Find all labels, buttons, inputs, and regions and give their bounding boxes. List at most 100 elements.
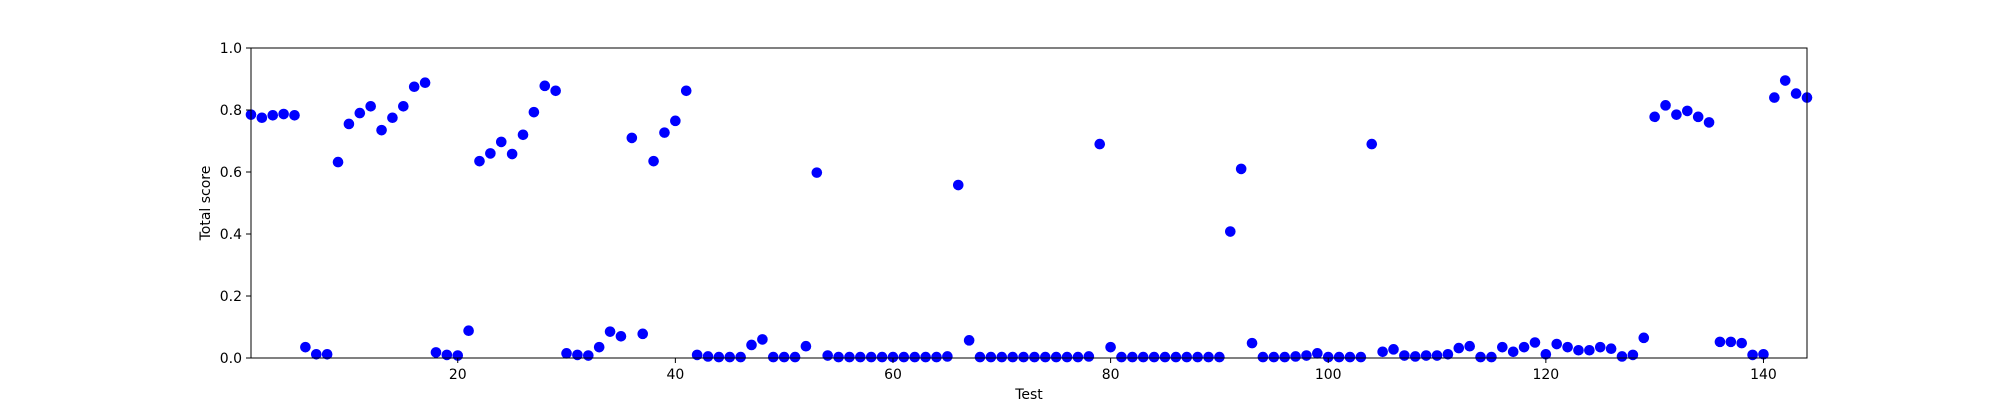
data-point	[408, 81, 420, 93]
data-point	[1214, 351, 1225, 363]
data-point	[767, 351, 779, 363]
data-point	[757, 334, 768, 345]
data-point	[1529, 337, 1541, 348]
data-point	[648, 155, 659, 167]
data-point	[463, 325, 474, 337]
x-tick-label: 60	[884, 367, 902, 383]
data-point	[1518, 341, 1530, 353]
data-point	[289, 109, 300, 121]
data-point	[278, 108, 289, 120]
y-axis-label: Total score	[198, 166, 214, 242]
data-point	[876, 351, 888, 363]
data-point	[495, 136, 507, 148]
data-point	[1061, 351, 1073, 363]
data-point	[1627, 349, 1639, 361]
data-point	[1366, 138, 1378, 150]
data-point	[615, 331, 627, 342]
y-tick-label: 1.0	[220, 41, 242, 57]
data-point	[1605, 343, 1617, 355]
data-point	[1116, 351, 1127, 363]
data-point	[942, 351, 953, 362]
data-point	[1409, 351, 1421, 362]
data-point	[474, 155, 485, 167]
data-point	[887, 351, 899, 363]
data-point	[724, 351, 736, 363]
data-point	[398, 100, 409, 112]
data-point	[1159, 351, 1171, 363]
data-point	[1344, 351, 1356, 363]
data-point	[267, 109, 279, 121]
data-point	[1758, 348, 1769, 360]
data-point	[354, 107, 366, 119]
data-point	[1268, 351, 1280, 363]
data-point	[256, 112, 268, 124]
data-point	[909, 351, 921, 363]
data-point	[1616, 351, 1628, 362]
data-point	[343, 118, 355, 130]
data-point	[637, 328, 649, 340]
data-point	[1050, 351, 1062, 363]
data-point	[365, 100, 376, 112]
data-point	[865, 351, 877, 363]
y-tick-label: 0.6	[220, 165, 242, 181]
data-point	[1725, 336, 1737, 348]
data-point	[539, 80, 551, 92]
data-point	[1040, 351, 1051, 363]
data-point	[1355, 351, 1367, 363]
x-tick-label: 140	[1750, 367, 1777, 383]
data-point	[485, 148, 496, 159]
data-point	[1497, 341, 1508, 353]
data-point	[1660, 100, 1671, 111]
data-point	[702, 351, 714, 362]
data-point	[1638, 332, 1650, 344]
x-tick-label: 120	[1532, 367, 1559, 383]
data-point	[1257, 351, 1269, 363]
data-point	[321, 348, 333, 360]
data-point	[1399, 350, 1410, 361]
data-point	[713, 351, 725, 363]
data-point	[1137, 351, 1149, 363]
data-point	[1736, 337, 1748, 349]
data-point	[800, 340, 812, 352]
data-point	[300, 341, 311, 353]
data-point	[931, 351, 942, 363]
data-point	[1747, 349, 1758, 361]
x-tick-label: 40	[666, 367, 684, 383]
data-point	[387, 112, 398, 124]
data-point	[1540, 348, 1552, 360]
data-point	[1148, 351, 1160, 363]
data-point	[1486, 351, 1497, 363]
y-axis: 0.0 0.2 0.4 0.6 0.8 1.0	[220, 41, 251, 367]
data-point	[778, 351, 790, 363]
data-point	[1105, 341, 1116, 353]
data-point	[1779, 75, 1791, 86]
data-point	[1692, 111, 1704, 123]
data-point	[1649, 111, 1660, 123]
data-point	[963, 335, 975, 346]
data-point	[419, 77, 431, 89]
data-point	[789, 351, 801, 363]
data-point	[593, 341, 605, 353]
data-point	[506, 148, 518, 160]
data-point	[1769, 92, 1780, 103]
data-point	[572, 349, 583, 361]
data-point	[1671, 109, 1682, 120]
x-tick-label: 20	[449, 367, 467, 383]
data-point	[996, 351, 1008, 363]
data-point	[1290, 351, 1301, 362]
data-point	[1127, 351, 1138, 363]
data-point	[691, 349, 703, 361]
data-point	[1594, 341, 1606, 353]
y-tick-label: 0.4	[220, 227, 242, 243]
data-point	[1225, 226, 1236, 237]
data-point	[920, 351, 931, 363]
data-point	[1322, 351, 1334, 363]
data-point	[855, 351, 866, 363]
y-tick-label: 0.0	[220, 351, 242, 367]
data-point	[1562, 341, 1573, 353]
data-point	[1790, 88, 1802, 99]
data-point	[1170, 351, 1182, 363]
data-point	[1464, 340, 1475, 352]
y-tick-label: 0.8	[220, 103, 242, 119]
